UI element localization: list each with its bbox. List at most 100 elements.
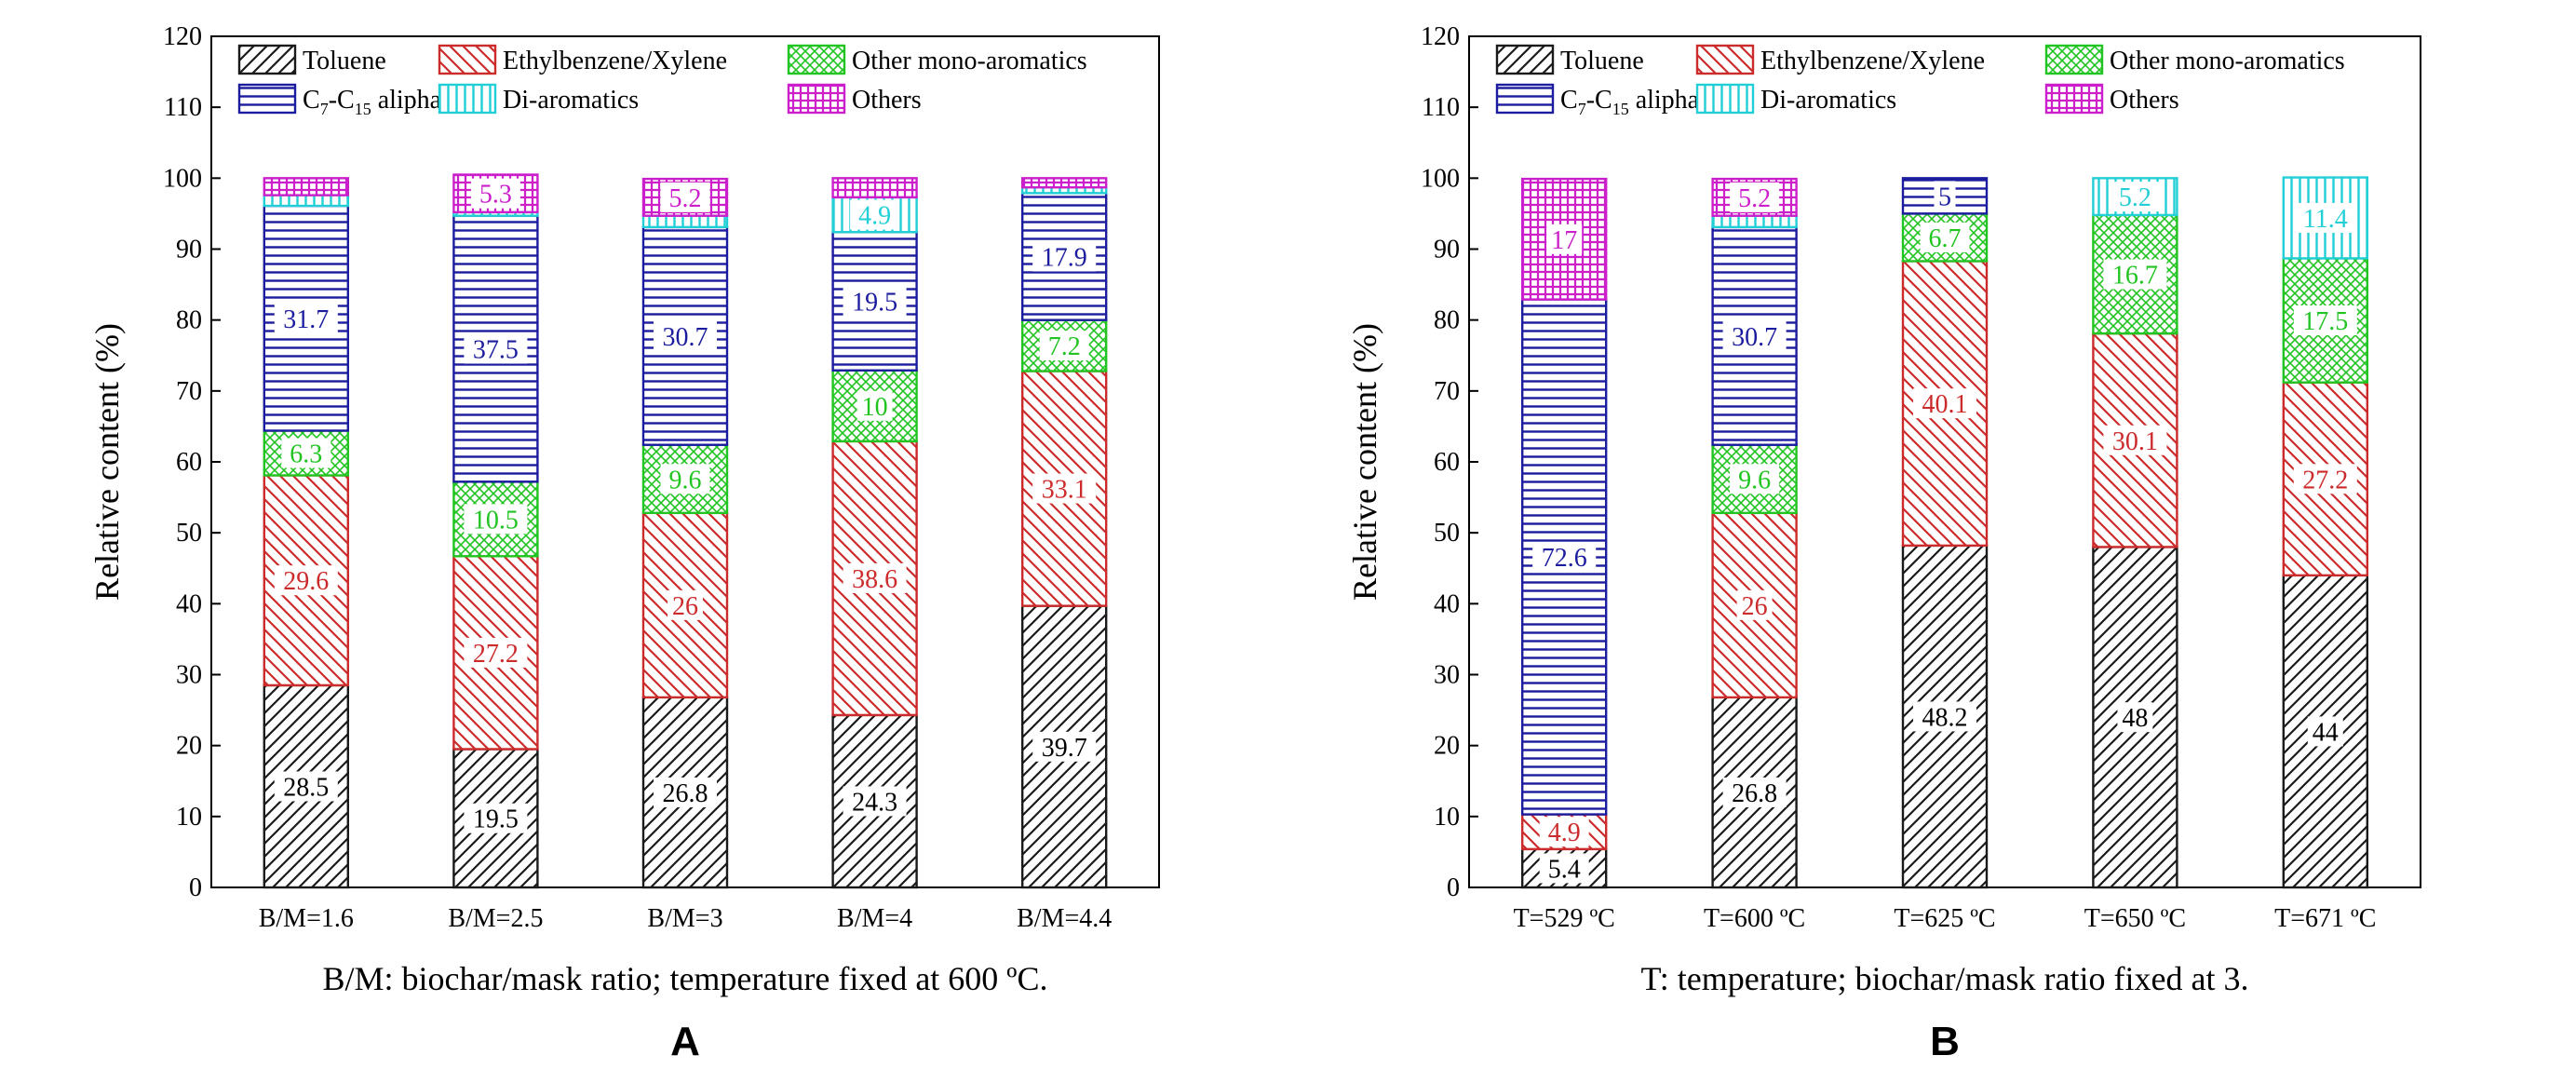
data-label: 4.9: [1548, 819, 1581, 847]
bar-segment-others: [263, 177, 349, 196]
data-label-bg: [1032, 473, 1097, 504]
legend-label-ethyl: Ethylbenzene/Xylene: [503, 47, 727, 75]
x-tick-label: B/M=1.6: [259, 904, 354, 933]
data-label-bg: [843, 786, 907, 817]
data-label: 10: [862, 393, 888, 422]
legend: Toluene Ethylbenzene/Xylene Other mono-aro…: [1495, 44, 2345, 118]
y-tick-label: 90: [176, 236, 202, 264]
bar-segment-diarom: [263, 194, 349, 208]
y-tick-label: 60: [1434, 448, 1460, 477]
data-label: 48.2: [1922, 703, 1968, 732]
data-label-bg: [464, 803, 528, 833]
y-tick-label: 40: [1434, 589, 1460, 618]
data-label-bg: [464, 637, 528, 668]
data-label: 48: [2122, 704, 2148, 733]
data-label: 5.2: [669, 184, 702, 213]
data-label-bg: [2293, 305, 2357, 336]
legend: Toluene Ethylbenzene/Xylene Other mono-aro…: [237, 44, 1087, 118]
data-label: 24.3: [852, 788, 897, 817]
x-axis-title: B/M: biochar/mask ratio; temperature fix…: [323, 960, 1048, 997]
data-label: 26: [1742, 592, 1768, 621]
legend-swatch-others: [2044, 83, 2104, 115]
legend-swatch-others: [787, 83, 846, 115]
data-label-bg: [850, 199, 900, 230]
y-tick-label: 50: [176, 519, 202, 548]
legend-label-others: Others: [852, 86, 922, 115]
data-label-bg: [274, 771, 338, 802]
data-label: 11.4: [2303, 205, 2348, 234]
data-label-bg: [660, 182, 710, 212]
data-label: 31.7: [283, 305, 329, 334]
chart-panel-b: 0 10 20 30 40 50 60 70 80 90 100 110 120 Relative con…: [1346, 22, 2421, 1064]
legend-label-toluene: Toluene: [1560, 47, 1644, 75]
legend-swatch-ethyl: [1695, 44, 1755, 75]
legend-label-others: Others: [2110, 86, 2179, 115]
y-tick-label: 20: [1434, 732, 1460, 761]
data-label-bg: [1039, 331, 1089, 361]
data-label: 17.9: [1042, 243, 1087, 272]
legend-swatch-aliph: [1495, 83, 1555, 115]
data-label-bg: [2293, 464, 2357, 494]
y-axis-title: Relative content (%): [1346, 323, 1383, 601]
data-label-bg: [1730, 464, 1780, 494]
data-label-bg: [856, 390, 893, 421]
data-label: 5.2: [2119, 183, 2151, 212]
legend-label-mono: Other mono-aromatics: [2110, 47, 2345, 75]
data-label: 9.6: [669, 466, 702, 494]
y-tick-label: 80: [176, 306, 202, 335]
panel-letter: B: [1930, 1019, 1960, 1064]
data-label-bg: [2110, 182, 2160, 212]
legend-label-diarom: Di-aromatics: [503, 86, 639, 115]
data-label: 5.2: [1738, 184, 1771, 213]
data-label: 6.3: [290, 440, 322, 468]
legend-swatch-toluene: [1495, 44, 1555, 75]
data-label: 29.6: [283, 567, 329, 596]
data-label: 27.2: [473, 640, 519, 669]
data-label: 33.1: [1042, 476, 1087, 505]
y-tick-label: 10: [1434, 803, 1460, 832]
data-label: 30.7: [1732, 323, 1777, 352]
data-label: 37.5: [473, 336, 519, 365]
legend-label-toluene: Toluene: [303, 47, 386, 75]
x-tick-label: T=600 ºC: [1704, 904, 1805, 933]
data-label: 10.5: [473, 506, 519, 534]
y-tick-label: 50: [1434, 519, 1460, 548]
chart-panel-a: 0 10 20 30 40 50 60 70 80 90 100 110 120 Relative con…: [88, 22, 1160, 1064]
panel-letter: A: [670, 1019, 700, 1064]
data-label-bg: [1722, 777, 1787, 807]
legend-label-ethyl: Ethylbenzene/Xylene: [1760, 47, 1985, 75]
data-label: 44: [2313, 718, 2339, 747]
legend-swatch-mono: [2044, 44, 2104, 75]
legend-swatch-diarom: [1695, 83, 1755, 115]
y-tick-label: 100: [163, 164, 202, 193]
data-label-bg: [843, 286, 907, 317]
data-label-bg: [274, 565, 338, 596]
data-label-bg: [1736, 589, 1773, 620]
data-label: 16.7: [2112, 262, 2158, 291]
bar-segment-diarom: [641, 214, 729, 229]
data-label-bg: [1539, 853, 1589, 884]
data-label: 9.6: [1738, 466, 1771, 494]
data-label-bg: [2117, 702, 2153, 733]
legend-label-aliph: C7-C15 aliphatics: [303, 86, 478, 118]
legend-swatch-mono: [787, 44, 846, 75]
data-label-bg: [1722, 320, 1787, 351]
data-label: 30.7: [663, 323, 708, 352]
legend-swatch-toluene: [237, 44, 297, 75]
data-label: 6.7: [1929, 224, 1962, 253]
data-label-bg: [2307, 716, 2343, 747]
y-tick-label: 70: [1434, 377, 1460, 406]
data-label: 7.2: [1048, 332, 1081, 361]
data-label-bg: [281, 438, 331, 468]
data-label: 30.1: [2112, 427, 2158, 456]
y-tick-label: 80: [1434, 306, 1460, 335]
data-label: 39.7: [1042, 734, 1087, 763]
legend-swatch-diarom: [438, 83, 497, 115]
data-label-bg: [1546, 223, 1583, 254]
x-tick-label: T=529 ºC: [1514, 904, 1615, 933]
data-label: 19.5: [473, 805, 519, 834]
data-label-bg: [1730, 182, 1780, 212]
data-label-bg: [660, 464, 710, 494]
data-label-bg: [464, 333, 528, 364]
y-tick-label: 30: [1434, 661, 1460, 690]
